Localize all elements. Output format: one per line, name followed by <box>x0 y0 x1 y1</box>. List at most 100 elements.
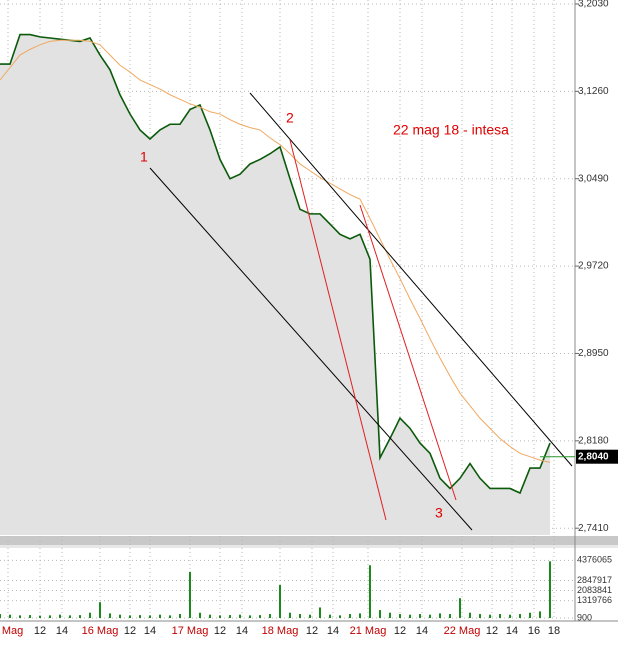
y-tick-label: 1319766 <box>577 595 612 605</box>
volume-bar <box>479 614 481 618</box>
x-tick-label: 14 <box>236 625 248 637</box>
x-tick-label: 12 <box>214 625 226 637</box>
volume-bar <box>79 615 81 618</box>
x-tick-label: 17 Mag <box>172 625 209 637</box>
volume-bar <box>9 614 11 618</box>
volume-bar <box>379 610 381 618</box>
volume-bar <box>179 614 181 618</box>
x-tick-label: 22 Mag <box>444 625 481 637</box>
volume-bar <box>239 614 241 618</box>
x-tick-label: 12 <box>486 625 498 637</box>
volume-bar <box>249 615 251 618</box>
separator <box>0 536 618 545</box>
volume-bar <box>59 614 61 618</box>
volume-bar <box>69 615 71 618</box>
volume-bar <box>399 614 401 618</box>
channel-line <box>249 92 573 467</box>
volume-bar <box>509 614 511 618</box>
y-tick-label: 2847917 <box>577 575 612 585</box>
y-tick-label: 2,7410 <box>578 523 609 534</box>
volume-bar <box>289 612 291 618</box>
trend-line <box>289 139 387 521</box>
volume-bar <box>169 615 171 618</box>
volume-bar <box>409 614 411 618</box>
volume-bar <box>29 615 31 618</box>
volume-bar <box>419 614 421 618</box>
y-tick-label: 2,8950 <box>578 348 609 359</box>
series-line <box>0 33 551 495</box>
volume-bar <box>519 614 521 618</box>
separator <box>0 545 618 548</box>
volume-bar <box>189 571 191 618</box>
volume-bar <box>499 614 501 618</box>
area <box>0 34 550 535</box>
volume-bar <box>199 612 201 618</box>
x-tick-label: 12 <box>124 625 136 637</box>
trend-line <box>359 204 457 501</box>
volume-bar <box>229 615 231 618</box>
x-tick-label: 14 <box>327 625 339 637</box>
volume-bar <box>439 613 441 618</box>
volume-bar <box>19 615 21 618</box>
volume-bar <box>149 615 151 618</box>
volume-bar <box>389 612 391 618</box>
volume-bar <box>339 615 341 618</box>
x-tick-label: 21 Mag <box>350 625 387 637</box>
y-tick-label: 2083841 <box>577 585 612 595</box>
volume-bar <box>349 614 351 618</box>
x-tick-label: 14 <box>56 625 68 637</box>
volume-bar <box>539 611 541 618</box>
volume-bar <box>369 565 371 618</box>
volume-bar <box>279 585 281 618</box>
volume-bar <box>269 614 271 618</box>
annotation: 3 <box>435 505 443 521</box>
annotation: 2 <box>286 110 294 126</box>
x-tick-label: 18 Mag <box>262 625 299 637</box>
x-tick-label: 14 <box>506 625 518 637</box>
y-tick-label: 3,0490 <box>578 173 609 184</box>
volume-bar <box>109 613 111 618</box>
volume-bar <box>259 615 261 618</box>
y-tick-label: 3,2030 <box>578 0 609 10</box>
drawings <box>149 92 573 531</box>
volume-bar <box>319 607 321 618</box>
volume-bar <box>459 598 461 618</box>
volume-bar <box>469 612 471 618</box>
x-tick-label: 16 <box>528 625 540 637</box>
volume-bar <box>39 615 41 618</box>
last-price-box <box>576 449 618 464</box>
volume-bar <box>89 612 91 618</box>
volume-bar <box>0 614 1 618</box>
y-tick-label: 900 <box>577 612 592 622</box>
last-price-label: 2,8040 <box>578 451 609 462</box>
volume-bar <box>309 614 311 618</box>
volume-bar <box>489 614 491 618</box>
y-tick-label: 4376065 <box>577 555 612 565</box>
volume-bar <box>99 602 101 618</box>
series-line <box>0 39 551 463</box>
annotation: 1 <box>140 149 148 165</box>
volume-bar <box>429 614 431 618</box>
x-tick-label: 12 <box>394 625 406 637</box>
y-tick-label: 3,1260 <box>578 86 609 97</box>
volume-bar <box>119 614 121 618</box>
volume-bar <box>359 613 361 618</box>
volume-bar <box>139 615 141 618</box>
volume-bar <box>219 615 221 618</box>
volume-bar <box>329 614 331 618</box>
volume-bar <box>549 561 551 618</box>
y-tick-label: 2,9720 <box>578 261 609 272</box>
volume-bar <box>529 612 531 618</box>
volume-bar <box>129 615 131 618</box>
volume-bar <box>449 614 451 618</box>
volume-bar <box>49 615 51 618</box>
plot <box>0 0 575 621</box>
x-tick-label: 18 <box>548 625 560 637</box>
x-tick-label: 16 Mag <box>82 625 119 637</box>
channel-line <box>149 167 473 531</box>
x-tick-label: 14 <box>144 625 156 637</box>
volume-bar <box>159 614 161 618</box>
x-tick-label: 12 <box>34 625 46 637</box>
